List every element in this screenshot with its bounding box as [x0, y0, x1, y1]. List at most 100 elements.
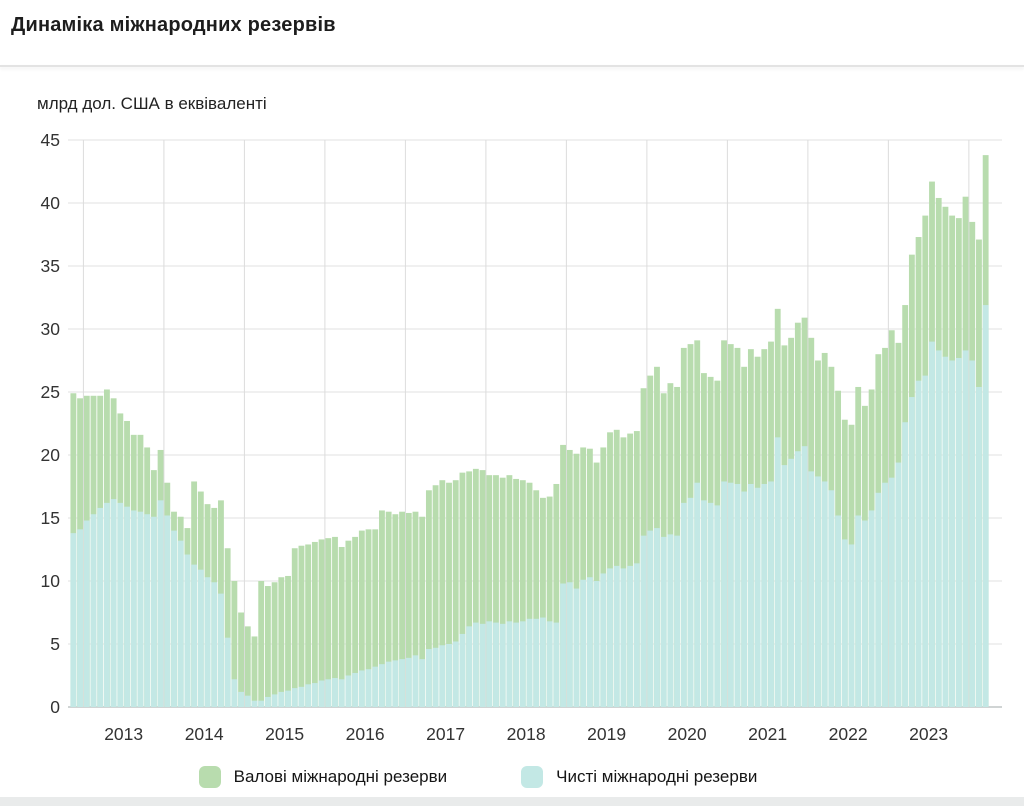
net-reserves-bar[interactable] — [432, 647, 439, 707]
gross-reserves-bar[interactable] — [278, 577, 285, 707]
net-reserves-bar[interactable] — [157, 500, 164, 707]
gross-reserves-bar[interactable] — [533, 490, 540, 707]
net-reserves-bar[interactable] — [325, 679, 332, 707]
net-reserves-bar[interactable] — [103, 502, 110, 707]
net-reserves-bar[interactable] — [365, 669, 372, 707]
net-reserves-bar[interactable] — [419, 659, 426, 707]
net-reserves-bar[interactable] — [613, 565, 620, 707]
gross-reserves-bar[interactable] — [499, 477, 506, 707]
net-reserves-bar[interactable] — [553, 622, 560, 707]
net-reserves-bar[interactable] — [486, 621, 493, 707]
net-reserves-bar[interactable] — [680, 502, 687, 707]
net-reserves-bar[interactable] — [855, 515, 862, 707]
net-reserves-bar[interactable] — [110, 499, 117, 707]
net-reserves-bar[interactable] — [90, 514, 97, 707]
net-reserves-bar[interactable] — [868, 510, 875, 707]
net-reserves-bar[interactable] — [499, 623, 506, 707]
net-reserves-bar[interactable] — [976, 386, 982, 707]
net-reserves-bar[interactable] — [124, 506, 130, 707]
net-reserves-bar[interactable] — [271, 694, 278, 707]
net-reserves-bar[interactable] — [392, 660, 399, 707]
net-reserves-bar[interactable] — [506, 621, 513, 707]
net-reserves-bar[interactable] — [546, 621, 553, 707]
gross-reserves-bar[interactable] — [271, 582, 278, 707]
gross-reserves-bar[interactable] — [258, 581, 265, 707]
net-reserves-bar[interactable] — [721, 481, 727, 707]
net-reserves-bar[interactable] — [77, 529, 84, 707]
net-reserves-bar[interactable] — [231, 679, 238, 707]
net-reserves-bar[interactable] — [640, 535, 647, 707]
gross-reserves-bar[interactable] — [318, 539, 325, 707]
gross-reserves-bar[interactable] — [311, 541, 318, 707]
net-reserves-bar[interactable] — [633, 563, 640, 707]
net-reserves-bar[interactable] — [130, 510, 137, 707]
net-reserves-bar[interactable] — [647, 530, 654, 707]
net-reserves-bar[interactable] — [922, 375, 929, 707]
net-reserves-bar[interactable] — [788, 458, 795, 707]
net-reserves-bar[interactable] — [714, 505, 721, 707]
net-reserves-bar[interactable] — [969, 360, 976, 708]
net-reserves-bar[interactable] — [607, 568, 613, 707]
gross-reserves-bar[interactable] — [305, 544, 312, 707]
net-reserves-bar[interactable] — [405, 657, 412, 707]
net-reserves-bar[interactable] — [171, 530, 177, 707]
net-reserves-bar[interactable] — [727, 482, 734, 707]
net-reserves-bar[interactable] — [379, 664, 385, 707]
gross-reserves-bar[interactable] — [506, 475, 513, 707]
net-reserves-bar[interactable] — [841, 539, 848, 707]
net-reserves-bar[interactable] — [674, 535, 681, 707]
net-reserves-bar[interactable] — [801, 446, 808, 707]
net-reserves-bar[interactable] — [821, 481, 828, 707]
net-reserves-bar[interactable] — [955, 357, 962, 707]
net-reserves-bar[interactable] — [318, 680, 325, 707]
net-reserves-bar[interactable] — [566, 582, 573, 707]
net-reserves-bar[interactable] — [694, 482, 701, 707]
net-reserves-bar[interactable] — [815, 476, 821, 707]
net-reserves-bar[interactable] — [97, 507, 104, 707]
gross-reserves-bar[interactable] — [244, 626, 251, 707]
gross-reserves-bar[interactable] — [472, 468, 479, 707]
net-reserves-bar[interactable] — [519, 621, 526, 707]
net-reserves-bar[interactable] — [251, 700, 258, 707]
gross-reserves-bar[interactable] — [345, 540, 352, 707]
gross-reserves-bar[interactable] — [553, 483, 560, 707]
net-reserves-bar[interactable] — [747, 483, 754, 707]
net-reserves-bar[interactable] — [197, 569, 204, 707]
legend-item-gross[interactable]: Валові міжнародні резерви — [198, 766, 447, 788]
net-reserves-bar[interactable] — [372, 666, 379, 707]
net-reserves-bar[interactable] — [935, 350, 942, 707]
net-reserves-bar[interactable] — [929, 341, 935, 707]
net-reserves-bar[interactable] — [278, 691, 285, 707]
net-reserves-bar[interactable] — [311, 683, 318, 707]
net-reserves-bar[interactable] — [439, 645, 446, 707]
net-reserves-bar[interactable] — [573, 588, 580, 707]
net-reserves-bar[interactable] — [875, 492, 882, 707]
net-reserves-bar[interactable] — [754, 487, 761, 707]
gross-reserves-bar[interactable] — [412, 511, 419, 707]
net-reserves-bar[interactable] — [701, 500, 707, 707]
gross-reserves-bar[interactable] — [231, 581, 238, 707]
net-reserves-bar[interactable] — [412, 655, 419, 707]
net-reserves-bar[interactable] — [620, 568, 627, 707]
gross-reserves-bar[interactable] — [566, 449, 573, 707]
net-reserves-bar[interactable] — [962, 350, 969, 707]
net-reserves-bar[interactable] — [332, 678, 338, 707]
net-reserves-bar[interactable] — [768, 481, 774, 707]
gross-reserves-bar[interactable] — [580, 447, 587, 707]
gross-reserves-bar[interactable] — [446, 482, 452, 707]
gross-reserves-bar[interactable] — [285, 575, 291, 707]
net-reserves-bar[interactable] — [513, 622, 520, 707]
gross-reserves-bar[interactable] — [358, 530, 365, 707]
gross-reserves-bar[interactable] — [546, 496, 553, 707]
gross-reserves-bar[interactable] — [540, 497, 546, 707]
gross-reserves-bar[interactable] — [385, 511, 392, 707]
net-reserves-bar[interactable] — [761, 483, 768, 707]
net-reserves-bar[interactable] — [399, 659, 405, 707]
gross-reserves-bar[interactable] — [519, 480, 526, 707]
net-reserves-bar[interactable] — [540, 617, 546, 707]
net-reserves-bar[interactable] — [452, 641, 459, 707]
gross-reserves-bar[interactable] — [338, 546, 345, 707]
net-reserves-bar[interactable] — [882, 482, 888, 707]
gross-reserves-bar[interactable] — [419, 516, 426, 707]
net-reserves-bar[interactable] — [238, 691, 244, 707]
